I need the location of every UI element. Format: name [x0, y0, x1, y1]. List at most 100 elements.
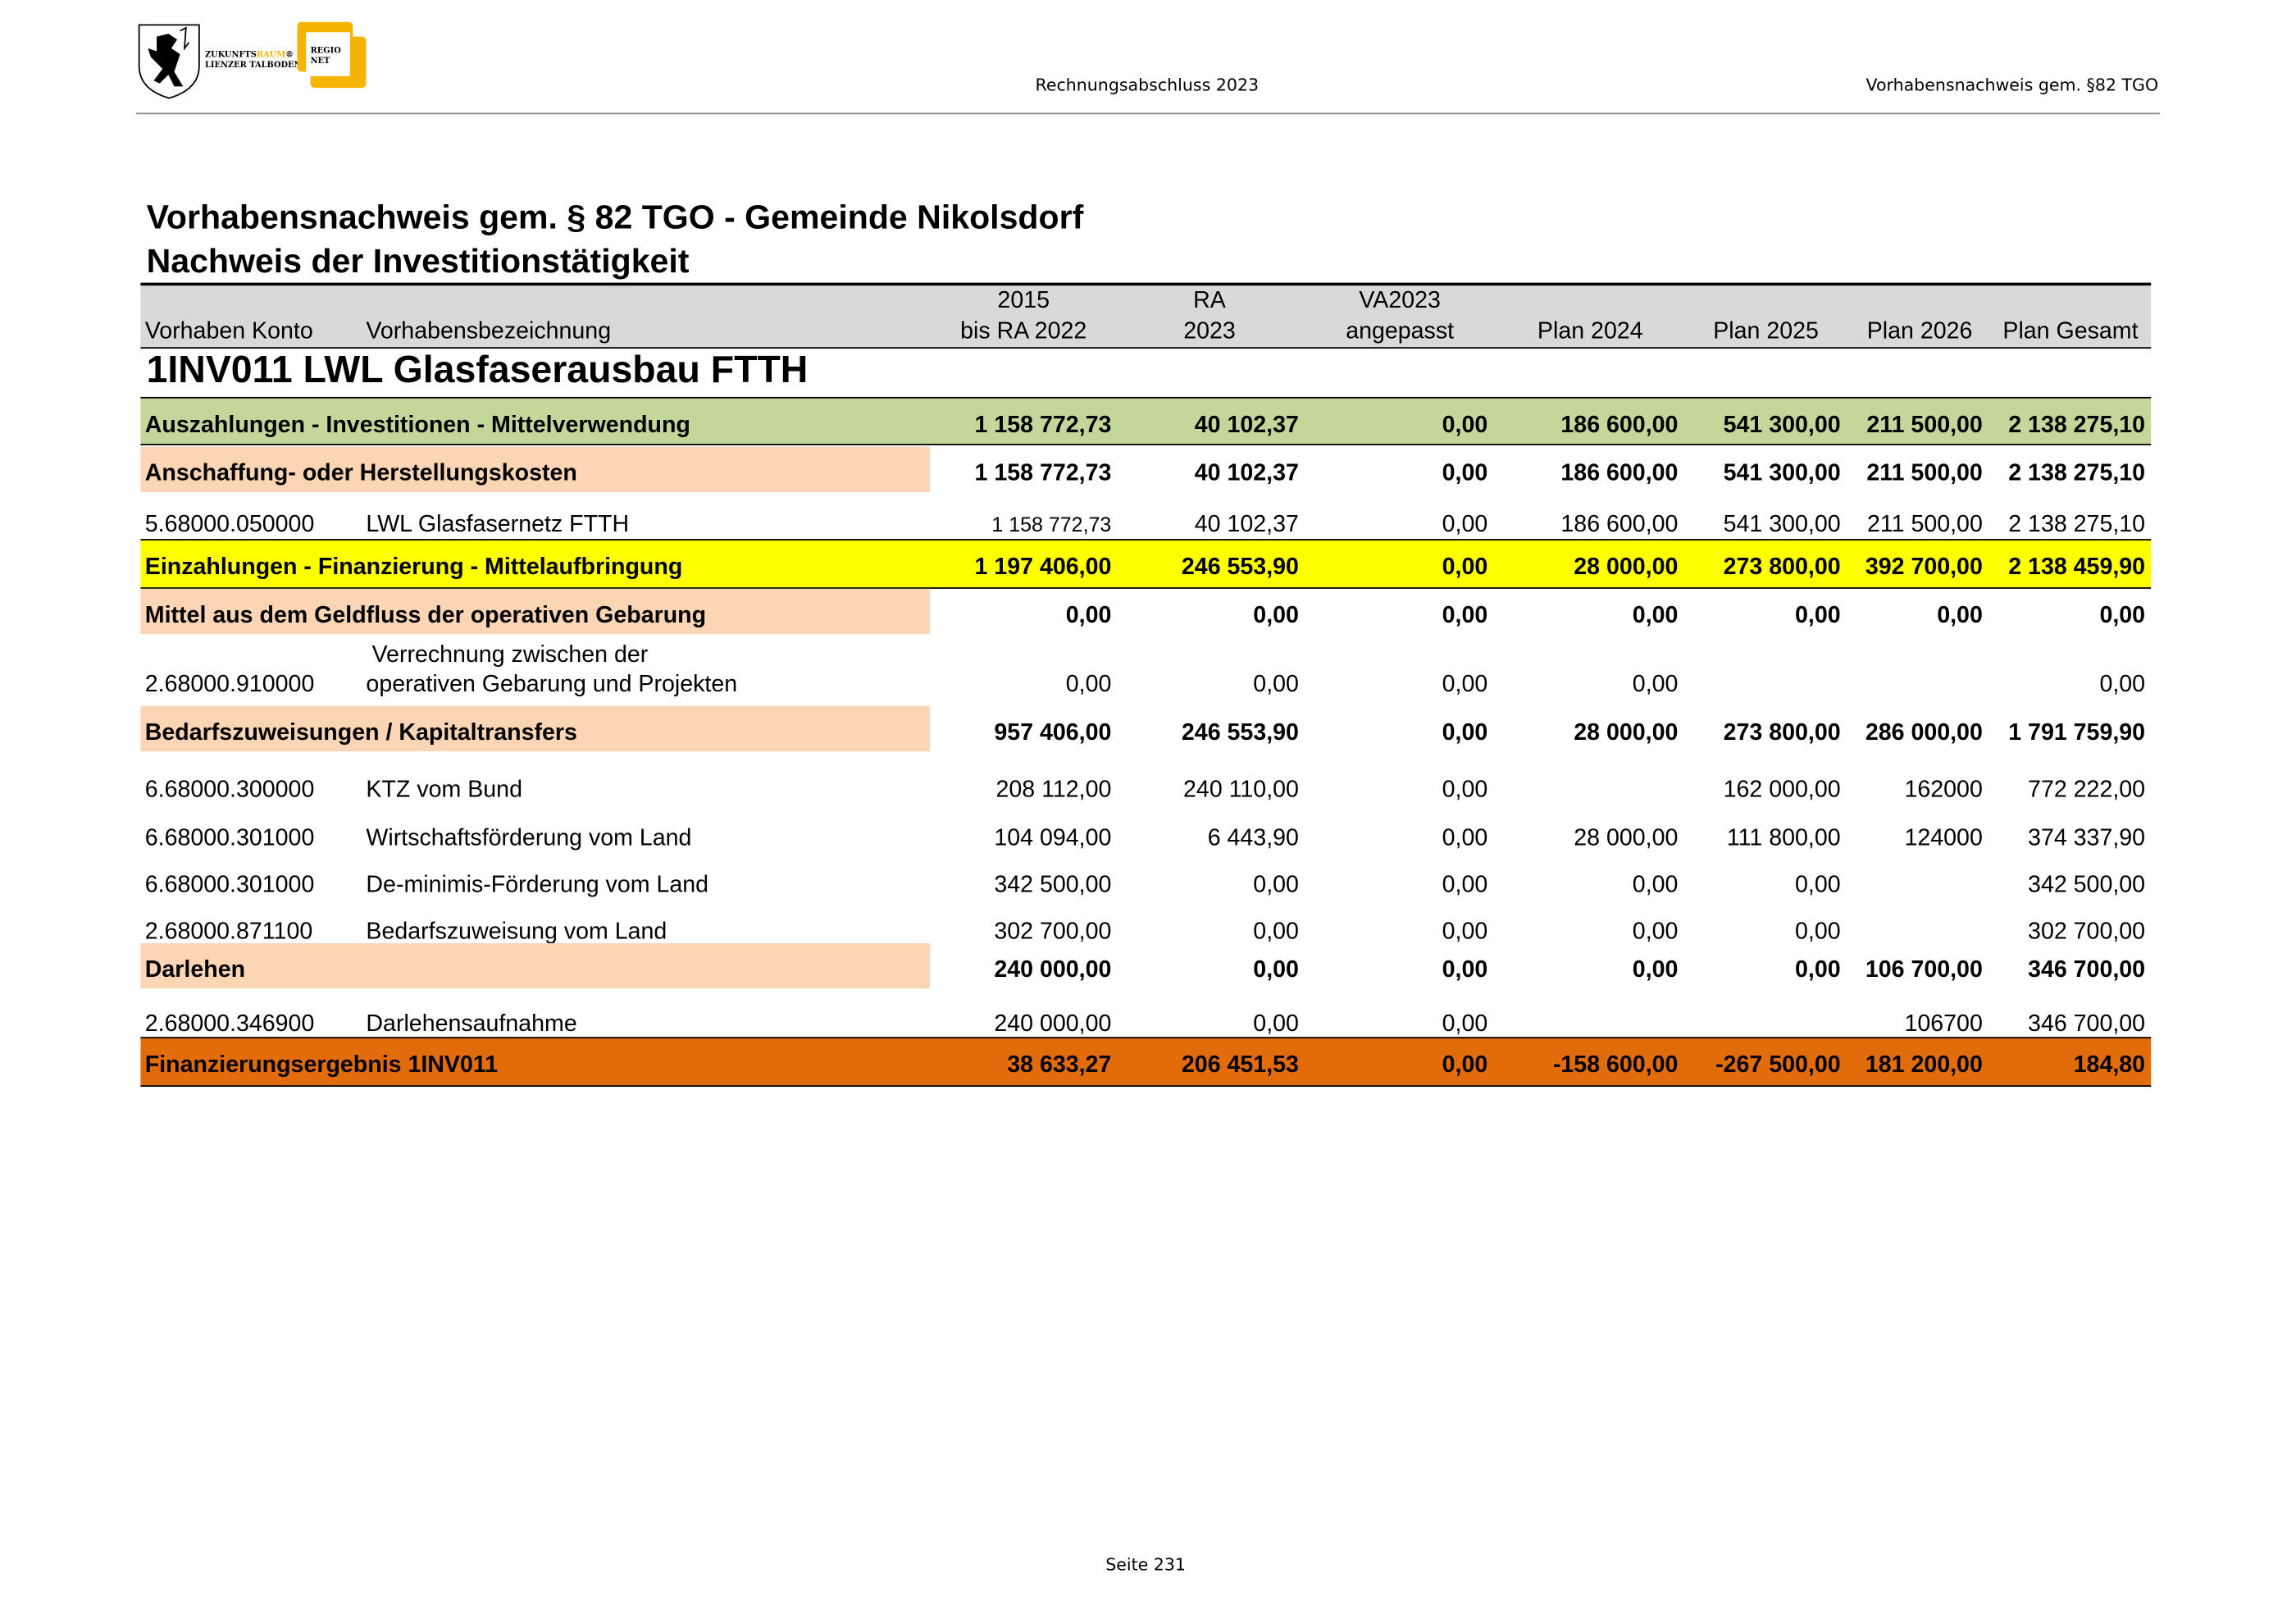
- value-col-3: 0,00: [1442, 512, 1488, 538]
- value-col-1: 104 094,00: [994, 826, 1112, 851]
- table-row-peach: Darlehen 240 000,00 0,00 0,00 0,00 0,00 106 70…: [140, 942, 2151, 989]
- value-col-4: 28 000,00: [1574, 554, 1679, 581]
- label-highlight: [140, 705, 930, 752]
- account-number: 6.68000.301000: [144, 826, 315, 851]
- value-col-7: 302 700,00: [2028, 919, 2146, 945]
- value-col-5: 111 800,00: [1726, 826, 1841, 851]
- value-col-5: -267 500,00: [1715, 1052, 1841, 1079]
- value-col-3: 0,00: [1442, 413, 1488, 438]
- table-row-detail2: 2.68000.910000 Verrechnung zwischen der o…: [140, 639, 2151, 704]
- account-number: 6.68000.301000: [144, 873, 315, 898]
- table-row-detail: 6.68000.301000 De-minimis-Förderung vom L…: [140, 855, 2151, 902]
- value-col-5: 0,00: [1795, 957, 1841, 983]
- value-col-1: 38 633,27: [1007, 1052, 1112, 1079]
- description-first-line: Verrechnung zwischen der: [371, 642, 649, 668]
- description: LWL Glasfasernetz FTTH: [366, 512, 630, 538]
- table-row-detail: 5.68000.050000 LWL Glasfasernetz FTTH 1 15…: [140, 496, 2151, 539]
- label-highlight: [140, 446, 930, 492]
- col-header-bezeichnung: Vorhabensbezeichnung: [366, 319, 612, 344]
- table-row-peach: Anschaffung- oder Herstellungskosten 1 15…: [140, 446, 2151, 492]
- value-col-2: 0,00: [1253, 672, 1299, 697]
- value-col-5: 541 300,00: [1723, 461, 1841, 486]
- table-row-yellow: Einzahlungen - Finanzierung - Mittelaufb…: [140, 539, 2152, 589]
- value-col-4: 186 600,00: [1560, 413, 1679, 438]
- description: Wirtschaftsförderung vom Land: [366, 826, 692, 851]
- value-col-7: 346 700,00: [2028, 957, 2146, 983]
- value-col-1: 1 158 772,73: [991, 512, 1112, 536]
- value-col-5: 541 300,00: [1723, 413, 1841, 438]
- value-col-5: 162 000,00: [1723, 778, 1841, 803]
- value-col-3: 0,00: [1442, 554, 1488, 581]
- value-col-7: 342 500,00: [2028, 873, 2146, 898]
- description: Bedarfszuweisung vom Land: [366, 919, 667, 945]
- value-col-2: 40 102,37: [1194, 461, 1299, 486]
- value-col-6: 106 700,00: [1865, 957, 1983, 983]
- value-col-7: 184,80: [2073, 1052, 2146, 1079]
- col-header-konto: Vorhaben Konto: [144, 319, 313, 344]
- value-col-4: 0,00: [1632, 957, 1679, 983]
- value-col-4: 0,00: [1632, 672, 1679, 697]
- value-col-3: 0,00: [1442, 1052, 1488, 1079]
- value-col-1: 957 406,00: [994, 720, 1112, 746]
- col-header-plan2026: Plan 2026: [1866, 319, 1973, 344]
- account-number: 5.68000.050000: [144, 512, 315, 538]
- value-col-4: 0,00: [1632, 873, 1679, 898]
- value-col-2: 0,00: [1253, 919, 1299, 945]
- table-row-detail: 2.68000.346900 Darlehensaufnahme 240 000,0…: [140, 997, 2151, 1038]
- value-col-7: 374 337,90: [2028, 826, 2146, 851]
- value-col-2: 6 443,90: [1207, 826, 1299, 851]
- value-col-2: 206 451,53: [1181, 1052, 1299, 1079]
- value-col-4: 0,00: [1632, 919, 1679, 945]
- value-col-3: 0,00: [1442, 778, 1488, 803]
- description: Darlehensaufnahme: [366, 1011, 577, 1038]
- value-col-5: 0,00: [1795, 873, 1841, 898]
- table-header: Vorhaben Konto Vorhabensbezeichnung 2015…: [140, 282, 2152, 349]
- value-col-7: 772 222,00: [2028, 778, 2146, 803]
- value-col-6: 0,00: [1937, 603, 1983, 629]
- col-header-plan2024: Plan 2024: [1537, 319, 1643, 344]
- account-number: 2.68000.346900: [144, 1011, 315, 1038]
- regionet-logo: REGIO NET: [297, 21, 367, 89]
- value-col-3: 0,00: [1442, 1011, 1488, 1038]
- value-col-7: 2 138 275,10: [2008, 413, 2146, 438]
- value-col-1: 1 158 772,73: [974, 461, 1112, 486]
- header-center-text: Rechnungsabschluss 2023: [1035, 75, 1260, 96]
- col-header-plan-gesamt: Plan Gesamt: [2002, 319, 2139, 344]
- header-divider: [136, 112, 2160, 115]
- table-row-orange: Finanzierungsergebnis 1INV011 38 633,27 20…: [140, 1037, 2152, 1087]
- group-label: Finanzierungsergebnis 1INV011: [144, 1052, 499, 1079]
- table-row-peach: Bedarfszuweisungen / Kapitaltransfers 957…: [140, 705, 2151, 752]
- group-label: Bedarfszuweisungen / Kapitaltransfers: [144, 720, 577, 746]
- col-header-va2023: VA2023 angepasst: [1346, 288, 1455, 344]
- table-row-detail: 6.68000.300000 KTZ vom Bund 208 112,00 240 …: [140, 760, 2151, 807]
- value-col-3: 0,00: [1442, 720, 1488, 746]
- value-col-2: 40 102,37: [1194, 413, 1299, 438]
- value-col-3: 0,00: [1442, 826, 1488, 851]
- group-label: Anschaffung- oder Herstellungskosten: [144, 461, 577, 486]
- label-highlight: [140, 588, 930, 635]
- col-header-plan2025: Plan 2025: [1713, 319, 1819, 344]
- account-number: 6.68000.300000: [144, 778, 315, 803]
- value-col-7: 1 791 759,90: [2008, 720, 2146, 746]
- label-highlight: [140, 942, 930, 989]
- col-header-ra2023: RA 2023: [1183, 288, 1236, 344]
- value-col-6: 211 500,00: [1866, 413, 1983, 438]
- value-col-4: 186 600,00: [1560, 461, 1679, 486]
- table-row-detail: 2.68000.871100 Bedarfszuweisung vom Land 3…: [140, 902, 2151, 949]
- value-col-1: 302 700,00: [994, 919, 1112, 945]
- table-row-peach: Mittel aus dem Geldfluss der operativen …: [140, 588, 2151, 635]
- account-number: 2.68000.910000: [144, 672, 315, 697]
- table-row-green: Auszahlungen - Investitionen - Mittelver…: [140, 396, 2152, 445]
- value-col-2: 0,00: [1253, 1011, 1299, 1038]
- group-label: Einzahlungen - Finanzierung - Mittelaufb…: [144, 554, 683, 581]
- value-col-3: 0,00: [1442, 957, 1488, 983]
- value-col-2: 40 102,37: [1194, 512, 1299, 538]
- zukunftsraum-logo-text: ZUKUNFTSRAUM® LIENZER TALBODEN: [204, 51, 302, 71]
- value-col-6: 124000: [1904, 826, 1983, 851]
- value-col-2: 246 553,90: [1181, 554, 1299, 581]
- value-col-6: 286 000,00: [1865, 720, 1983, 746]
- value-col-3: 0,00: [1442, 919, 1488, 945]
- group-label: Auszahlungen - Investitionen - Mittelver…: [144, 413, 690, 438]
- table-row-detail: 6.68000.301000 Wirtschaftsförderung vom L…: [140, 809, 2151, 855]
- value-col-5: 0,00: [1795, 603, 1841, 629]
